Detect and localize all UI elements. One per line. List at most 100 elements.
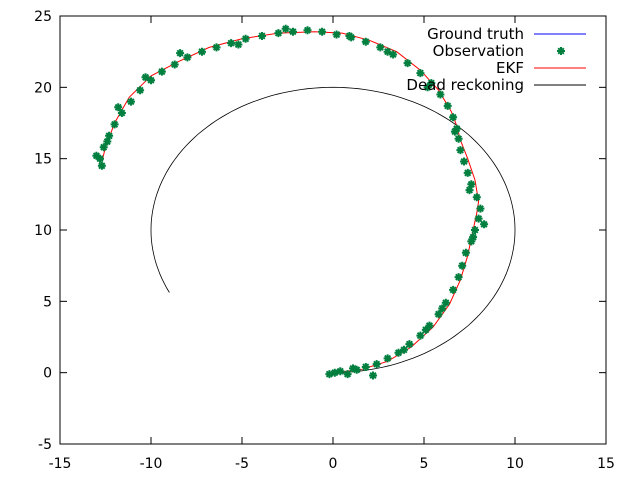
legend-label: Dead reckoning	[406, 76, 524, 94]
observation-point	[147, 76, 155, 85]
observation-point	[92, 151, 101, 160]
observation-point	[289, 27, 297, 36]
observation-point	[423, 83, 432, 92]
observation-point	[434, 310, 443, 319]
observation-point	[443, 101, 452, 110]
observation-point	[97, 161, 106, 170]
observation-point	[336, 367, 345, 376]
observation-point	[372, 360, 381, 369]
observation-point	[136, 86, 145, 95]
observation-point	[449, 285, 458, 294]
observation-point	[227, 39, 236, 48]
observation-point	[127, 97, 135, 106]
observation-point	[103, 137, 112, 146]
observation-point	[438, 304, 447, 313]
observation-point	[96, 154, 104, 163]
y-tick-label: 10	[34, 223, 52, 239]
observation-point	[400, 345, 408, 354]
observation-point	[421, 325, 430, 334]
observation-point	[480, 220, 489, 229]
observation-point	[383, 354, 392, 363]
observation-point	[318, 27, 327, 36]
observation-point	[274, 29, 283, 38]
x-tick-label: -15	[49, 456, 72, 472]
observation-point	[325, 370, 334, 379]
observation-point	[198, 47, 206, 56]
observation-point	[425, 321, 434, 330]
observation-point	[456, 146, 465, 155]
observation-point	[170, 60, 179, 69]
observation-point	[461, 248, 470, 257]
observation-point	[345, 32, 354, 40]
x-tick-label: 0	[329, 456, 338, 472]
observation-point	[281, 24, 290, 33]
plot-frame	[59, 15, 607, 445]
observation-point	[474, 214, 483, 223]
legend-label: EKF	[496, 59, 524, 77]
observation-point	[467, 180, 476, 189]
observation-point	[472, 193, 481, 202]
observation-point	[403, 59, 412, 68]
x-tick-label: -10	[140, 456, 163, 472]
x-tick-label: 10	[506, 456, 524, 472]
observation-point	[258, 32, 266, 40]
observation-point	[394, 348, 403, 357]
observation-point	[343, 370, 352, 379]
series-dead-reckoning	[150, 86, 516, 374]
observation-point	[450, 127, 459, 136]
y-tick-label: 15	[34, 152, 52, 168]
observation-point	[212, 43, 221, 52]
observation-point	[141, 73, 150, 82]
observation-point	[476, 204, 485, 213]
observation-point	[463, 168, 472, 177]
x-tick-label: 5	[420, 456, 429, 472]
y-tick-label: 20	[34, 80, 52, 96]
observation-point	[405, 340, 414, 349]
observation-point	[349, 364, 357, 373]
observation-point	[383, 47, 392, 56]
y-tick-label: 25	[34, 9, 52, 25]
x-tick-label: 15	[597, 456, 615, 472]
observation-point	[454, 273, 463, 282]
observation-point	[436, 90, 445, 99]
legend-label: Observation	[433, 42, 524, 60]
observation-point	[99, 143, 108, 152]
observation-point	[361, 363, 370, 371]
observation-point	[449, 113, 458, 122]
observation-point	[361, 37, 370, 46]
y-tick-label: -5	[38, 437, 52, 453]
legend-label: Ground truth	[427, 25, 524, 43]
legend-swatch	[557, 47, 565, 55]
x-tick-label: -5	[235, 456, 249, 472]
observation-point	[157, 67, 166, 76]
observation-point	[467, 237, 476, 246]
observation-point	[183, 53, 192, 62]
observation-point	[441, 298, 450, 307]
observation-point	[241, 34, 250, 43]
observation-point	[427, 79, 436, 88]
axis-ticks: -15 -10 -5 0 5 10 15 -5 0 5 10 15 20 25	[34, 9, 615, 472]
observation-point	[471, 226, 479, 234]
observation-point	[352, 365, 361, 374]
observation-point	[369, 371, 377, 380]
observation-point	[465, 186, 474, 195]
observation-point	[469, 233, 478, 242]
observation-point	[376, 43, 385, 52]
observation-point	[234, 40, 243, 49]
y-tick-label: 0	[43, 366, 52, 382]
observation-point	[416, 331, 425, 340]
observation-point	[416, 69, 425, 78]
y-tick-label: 5	[43, 294, 52, 310]
series-ekf	[101, 31, 480, 374]
observation-point	[117, 109, 126, 117]
observation-point	[454, 134, 463, 143]
observation-point	[460, 157, 468, 166]
series-layer	[92, 24, 516, 380]
observation-point	[303, 26, 312, 35]
observation-point	[114, 103, 123, 112]
observation-point	[330, 368, 339, 377]
observation-point	[332, 30, 341, 39]
observation-point	[110, 120, 119, 129]
